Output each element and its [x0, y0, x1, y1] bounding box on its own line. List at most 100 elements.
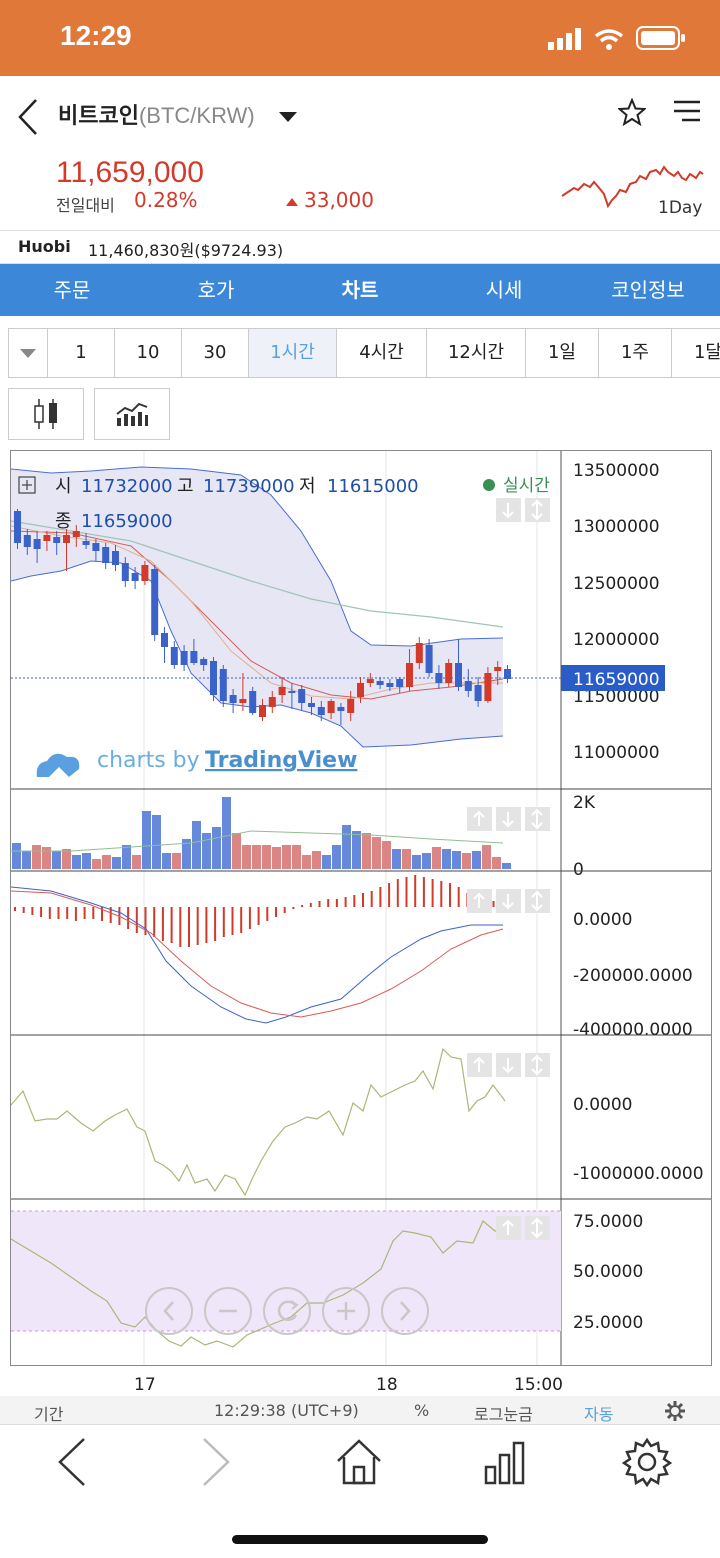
pane-move-up-icon[interactable]	[467, 1053, 492, 1077]
candle-body	[268, 697, 276, 707]
volume-bar	[422, 853, 431, 869]
pane-move-up-icon[interactable]	[467, 889, 492, 913]
pane-resize-icon[interactable]	[525, 1053, 550, 1077]
volume-axis-label: 2K	[573, 793, 596, 813]
candle-body	[386, 683, 394, 687]
candle-body	[415, 643, 423, 663]
ohlc-open-label: 시	[55, 476, 72, 497]
pane-resize-icon[interactable]	[525, 1216, 550, 1240]
watermark-brand[interactable]: TradingView	[205, 748, 357, 773]
period-1month[interactable]: 1달	[671, 328, 720, 378]
change-amount-value: 33,000	[304, 188, 374, 212]
pane-move-up-icon[interactable]	[467, 807, 492, 831]
bottom-nav	[0, 1424, 720, 1501]
auto-scale-toggle[interactable]: 자동	[584, 1405, 614, 1424]
volume-axis-label: 0	[573, 860, 584, 880]
candle-body	[249, 691, 257, 713]
macd-axis-label: -200000.0000	[573, 966, 693, 986]
volume-bar	[452, 851, 461, 869]
scroll-left-icon[interactable]	[145, 1287, 193, 1335]
trading-chart[interactable]: 시 11732000 고 11739000 저 11615000 종 11659…	[11, 451, 711, 1365]
menu-icon[interactable]	[672, 98, 702, 124]
period-4hour[interactable]: 4시간	[336, 328, 427, 378]
candlestick-series[interactable]	[14, 509, 511, 725]
volume-bar	[352, 831, 361, 869]
candle-body	[474, 685, 482, 701]
settings-icon[interactable]	[664, 1400, 686, 1422]
scroll-right-icon[interactable]	[381, 1287, 429, 1335]
star-icon[interactable]	[618, 98, 646, 126]
period-label[interactable]: 기간	[34, 1405, 64, 1424]
pane-resize-icon[interactable]	[525, 498, 550, 522]
prev-day-label: 전일대비	[56, 196, 115, 215]
rsi-axis-label: 75.0000	[573, 1212, 643, 1232]
zoom-out-icon[interactable]	[204, 1287, 252, 1335]
period-1day[interactable]: 1일	[525, 328, 599, 378]
candlestick-button[interactable]	[8, 388, 84, 440]
volume-bar	[492, 857, 501, 869]
candle-body	[141, 565, 149, 581]
mini-price-chart[interactable]	[560, 154, 705, 214]
settings-gear-icon[interactable]	[622, 1437, 672, 1487]
rsi-pane[interactable]: 75.0000 50.0000 25.0000	[11, 1210, 643, 1348]
volume-pane[interactable]: 2K 0	[11, 793, 711, 880]
back-icon[interactable]	[16, 98, 40, 136]
tab-market[interactable]: 시세	[485, 278, 523, 302]
pane-move-down-icon[interactable]	[496, 807, 521, 831]
zoom-in-icon[interactable]	[322, 1287, 370, 1335]
home-icon[interactable]	[334, 1437, 384, 1487]
candle-body	[121, 563, 129, 581]
pane-move-down-icon[interactable]	[496, 889, 521, 913]
period-1min[interactable]: 1	[47, 328, 115, 378]
volume-bar	[412, 855, 421, 869]
tab-chart[interactable]: 차트	[341, 278, 379, 302]
volume-bar	[22, 851, 31, 869]
pane-move-down-icon[interactable]	[496, 498, 521, 522]
nav-back-icon[interactable]	[56, 1437, 88, 1487]
volume-bar	[62, 849, 71, 869]
current-price-tag-text: 11659000	[573, 670, 660, 690]
period-10min[interactable]: 10	[114, 328, 182, 378]
volume-bar	[142, 811, 151, 869]
period-dropdown[interactable]	[8, 328, 48, 378]
battery-icon	[636, 26, 685, 50]
coin-selector[interactable]: 비트코인(BTC/KRW)	[58, 98, 297, 130]
period-12hour[interactable]: 12시간	[426, 328, 526, 378]
tab-order[interactable]: 주문	[53, 278, 91, 302]
pane-move-down-icon[interactable]	[496, 1053, 521, 1077]
pane-resize-icon[interactable]	[525, 807, 550, 831]
status-time: 12:29	[60, 20, 132, 51]
period-1week[interactable]: 1주	[598, 328, 672, 378]
candle-body	[200, 659, 208, 665]
indicator-button[interactable]	[94, 388, 170, 440]
period-30min[interactable]: 30	[181, 328, 249, 378]
chart-area[interactable]: 시 11732000 고 11739000 저 11615000 종 11659…	[10, 450, 712, 1366]
volume-bar	[432, 847, 441, 869]
log-scale-toggle[interactable]: 로그눈금	[474, 1405, 533, 1424]
candle-body	[455, 663, 462, 687]
macd-histogram[interactable]	[14, 875, 504, 947]
volume-bar	[392, 849, 401, 869]
chevron-down-icon[interactable]	[278, 112, 297, 123]
legend-toggle-icon[interactable]	[18, 476, 36, 494]
nav-forward-icon[interactable]	[200, 1437, 232, 1487]
pane-resize-icon[interactable]	[525, 889, 550, 913]
mini-chart-period: 1Day	[658, 198, 703, 218]
percent-toggle[interactable]: %	[414, 1401, 430, 1420]
volume-bar	[152, 815, 161, 869]
volume-bar	[252, 845, 261, 869]
price-pane[interactable]: 시 11732000 고 11739000 저 11615000 종 11659…	[11, 461, 711, 790]
volume-series[interactable]	[12, 797, 511, 869]
momentum-pane[interactable]: 0.0000 -1000000.0000	[11, 1047, 711, 1200]
tab-orderbook[interactable]: 호가	[197, 278, 235, 302]
candle-body	[298, 689, 306, 703]
market-chart-icon[interactable]	[480, 1437, 530, 1487]
reset-icon[interactable]	[263, 1287, 311, 1335]
pane-move-up-icon[interactable]	[496, 1216, 521, 1240]
candle-body	[23, 535, 31, 547]
macd-pane[interactable]: 0.0000 -200000.0000 -400000.0000	[11, 875, 711, 1040]
realtime-dot-icon	[483, 479, 495, 491]
period-1hour[interactable]: 1시간	[248, 328, 337, 378]
candle-body	[72, 531, 80, 537]
tab-coin-info[interactable]: 코인정보	[611, 278, 685, 302]
